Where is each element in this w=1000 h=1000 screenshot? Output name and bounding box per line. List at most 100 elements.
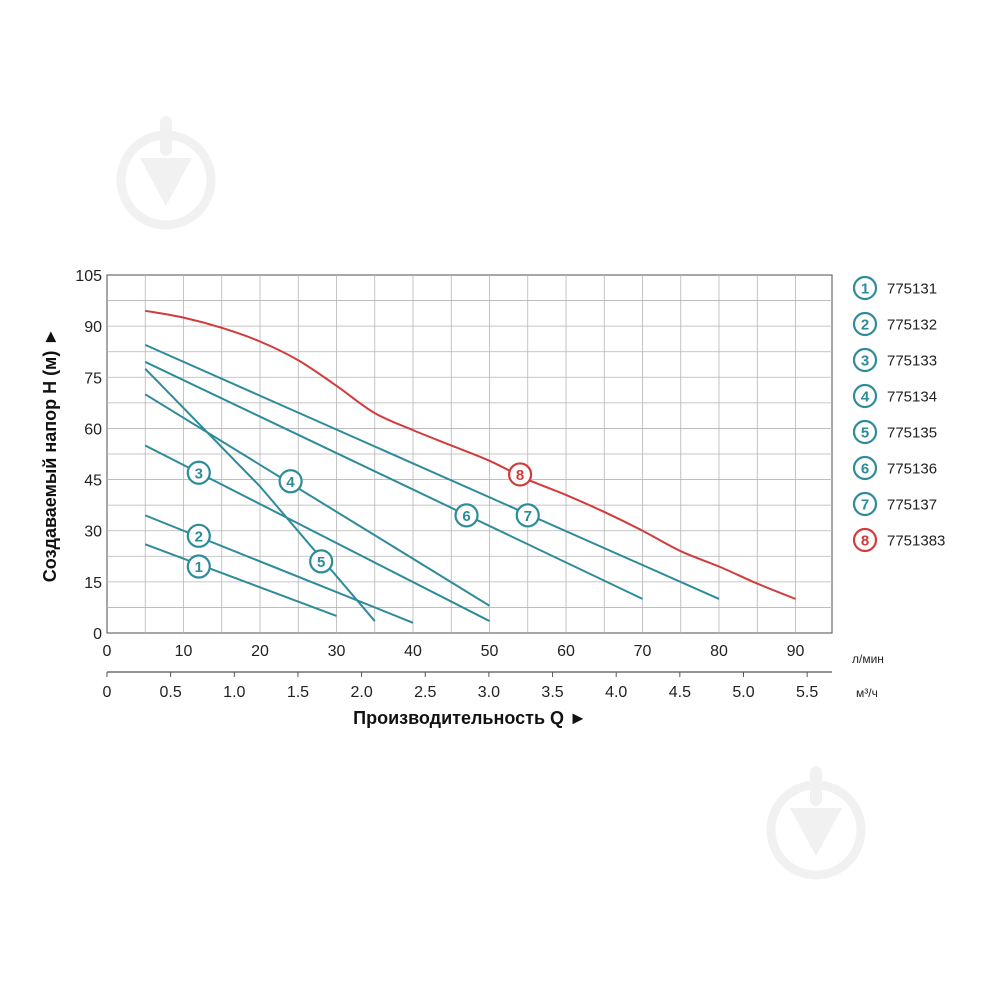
series-marker-7: 7 [515, 503, 540, 528]
legend-label-5: 775135 [887, 425, 937, 442]
legend-label-3: 775133 [887, 353, 937, 370]
series-marker-2: 2 [186, 523, 211, 548]
series-badge-number: 1 [861, 281, 869, 298]
legend-badge-4: 4 [852, 383, 878, 409]
series-badge-number: 2 [861, 317, 869, 334]
series-line-4 [144, 393, 491, 607]
series-badge-circle [186, 554, 211, 579]
series-badge-number: 5 [861, 425, 869, 442]
x-tick-label-primary: 40 [404, 643, 422, 660]
series-badge-circle [852, 455, 878, 481]
x-tick-label-primary: 50 [481, 643, 499, 660]
y-tick-label: 105 [75, 268, 102, 285]
series-badge-number: 3 [861, 353, 869, 370]
x-tick-label-secondary: 3.0 [478, 684, 500, 701]
series-badge-number: 7 [861, 497, 869, 514]
series-badge-circle [852, 311, 878, 337]
series-badge-number: 7 [524, 508, 532, 525]
legend-badge-7: 7 [852, 491, 878, 517]
x-tick-label-secondary: 3.5 [541, 684, 563, 701]
legend-label-7: 775137 [887, 497, 937, 514]
x-tick-label-secondary: 1.5 [287, 684, 309, 701]
series-line-1 [144, 543, 337, 617]
grid [106, 274, 833, 634]
series-marker-5: 5 [309, 549, 334, 574]
y-axis-title: Создаваемый напор H (м) ► [40, 328, 60, 582]
x-tick-label-primary: 80 [710, 643, 728, 660]
y-tick-label: 30 [84, 524, 102, 541]
series-badge-circle [852, 383, 878, 409]
series-marker-1: 1 [186, 554, 211, 579]
legend: 1 775131 2 775132 3 775133 4 775134 5 775135 6 7751… [852, 275, 945, 553]
x-tick-label-primary: 0 [103, 643, 112, 660]
watermark-logo-top [116, 116, 216, 230]
y-tick-label: 90 [84, 319, 102, 336]
series-marker-4: 4 [278, 469, 303, 494]
legend-label-6: 775136 [887, 461, 937, 478]
series-badge-number: 5 [317, 554, 325, 571]
x-tick-label-secondary: 0 [103, 684, 112, 701]
series-badge-circle [454, 503, 479, 528]
series-marker-6: 6 [454, 503, 479, 528]
series-badge-circle [309, 549, 334, 574]
series-badge-circle [852, 275, 878, 301]
legend-label-2: 775132 [887, 317, 937, 334]
x-tick-label-secondary: 5.0 [732, 684, 754, 701]
series-line-2 [144, 514, 414, 624]
legend-badge-1: 1 [852, 275, 878, 301]
y-tick-label: 60 [84, 421, 102, 438]
legend-badge-5: 5 [852, 419, 878, 445]
series-badge-circle [186, 460, 211, 485]
series-marker-8: 8 [507, 462, 533, 487]
x-tick-label-secondary: 2.5 [414, 684, 436, 701]
legend-badge-8: 8 [852, 527, 878, 553]
y-tick-label: 45 [84, 473, 102, 490]
x-tick-label-secondary: 4.5 [669, 684, 691, 701]
series-badge-circle [852, 419, 878, 445]
series-line-8 [145, 309, 796, 600]
legend-label-4: 775134 [887, 389, 937, 406]
series-badge-circle [278, 469, 303, 494]
x-axis-title: Производительность Q ► [353, 708, 587, 728]
y-tick-label: 75 [84, 370, 102, 387]
series-lines [144, 309, 796, 624]
legend-badge-2: 2 [852, 311, 878, 337]
series-line-7 [144, 343, 720, 600]
x-tick-label-secondary: 0.5 [160, 684, 182, 701]
x-tick-label-secondary: 1.0 [223, 684, 245, 701]
x-tick-label-primary: 70 [634, 643, 652, 660]
x-tick-label-primary: 20 [251, 643, 269, 660]
x-tick-label-secondary: 4.0 [605, 684, 627, 701]
series-badge-circle [852, 347, 878, 373]
series-badge-number: 1 [195, 559, 203, 576]
series-badge-number: 4 [286, 474, 295, 491]
series-markers: 1 2 3 4 5 6 7 8 [186, 460, 540, 579]
series-line-6 [144, 361, 643, 600]
series-badge-circle [852, 491, 878, 517]
legend-badge-3: 3 [852, 347, 878, 373]
y-tick-label: 0 [93, 626, 102, 643]
series-line-5 [144, 368, 376, 622]
series-badge-number: 4 [861, 389, 870, 406]
legend-badge-6: 6 [852, 455, 878, 481]
x-tick-label-primary: 30 [328, 643, 346, 660]
x-tick-label-primary: 10 [175, 643, 193, 660]
x-tick-label-primary: 90 [787, 643, 805, 660]
series-badge-number: 6 [861, 461, 869, 478]
series-badge-circle [852, 527, 878, 553]
series-badge-number: 8 [861, 533, 869, 550]
x-unit-primary: л/мин [852, 652, 884, 666]
x-tick-label-secondary: 2.0 [350, 684, 372, 701]
x-tick-label-primary: 60 [557, 643, 575, 660]
y-tick-label: 15 [84, 575, 102, 592]
series-marker-3: 3 [186, 460, 211, 485]
series-badge-number: 8 [516, 467, 524, 484]
series-badge-circle [515, 503, 540, 528]
x-unit-secondary: м³/ч [856, 686, 878, 700]
watermark-logo-bottom [766, 766, 866, 880]
legend-label-1: 775131 [887, 281, 937, 298]
x-tick-label-secondary: 5.5 [796, 684, 818, 701]
series-badge-circle [507, 462, 533, 487]
series-badge-number: 3 [195, 465, 203, 482]
